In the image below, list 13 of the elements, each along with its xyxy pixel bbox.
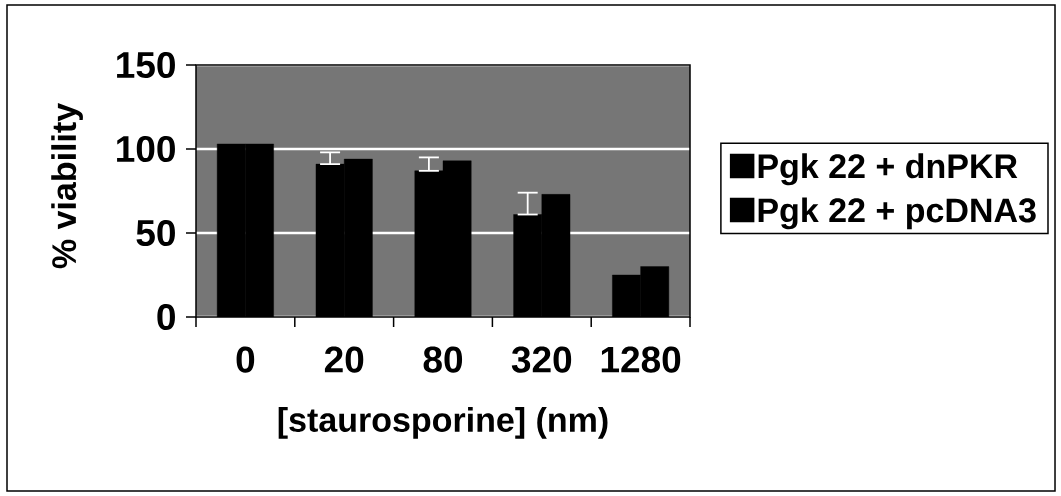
legend-label: Pgk 22 + dnPKR [758,153,1018,186]
y-tick-label: 100 [117,135,175,163]
x-tick-label: 1280 [601,346,681,373]
x-axis-title: [staurosporine] (nm) [278,406,608,439]
y-axis-title: % viability [51,103,83,269]
y-tick-label: 0 [157,303,175,331]
x-tick-label: 320 [511,346,572,373]
y-tick-label: 50 [136,219,175,247]
legend-label: Pgk 22 + pcDNA3 [758,197,1036,230]
x-tick-label: 80 [423,346,463,373]
x-tick-label: 0 [236,346,255,373]
y-tick-label: 150 [117,51,175,79]
x-tick-label: 20 [324,346,364,373]
